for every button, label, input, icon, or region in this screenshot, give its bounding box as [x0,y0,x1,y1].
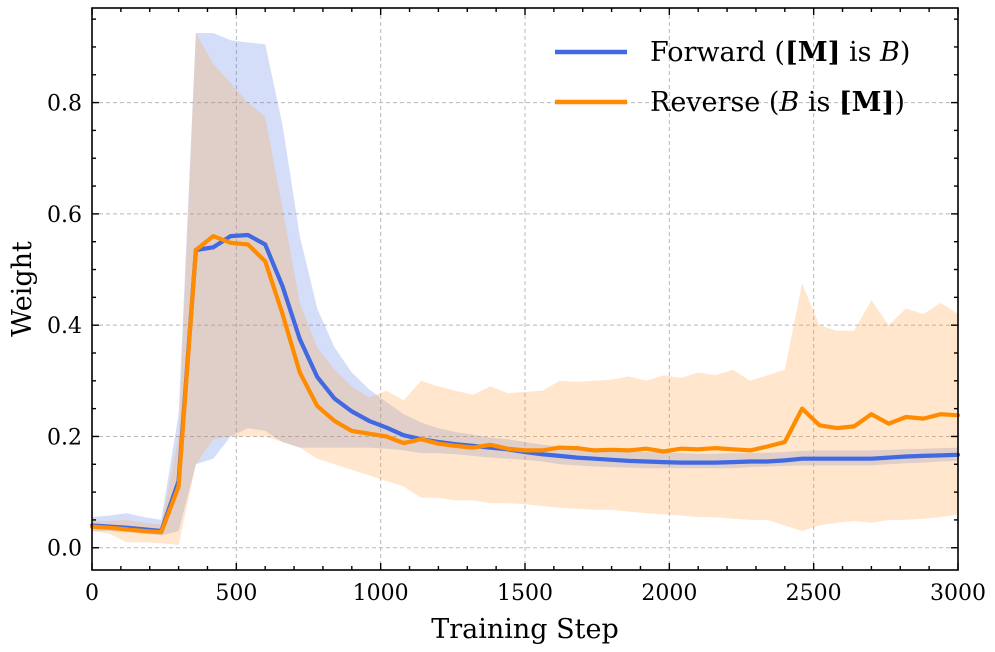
reverse-legend-label: Reverse (B is [M]) [650,87,905,118]
reverse-legend-prefix: Reverse ( [650,87,779,118]
x-axis-label: Training Step [431,614,619,645]
reverse-legend-mid: is [799,87,839,118]
grid [92,8,958,570]
y-tick-label: 0.8 [47,92,82,117]
forward-band [92,33,958,536]
forward-legend-label: Forward ([M] is B) [650,37,910,68]
y-tick-label: 0.2 [47,425,82,450]
forward-legend-bold: [M] [785,37,840,68]
x-tick-label: 0 [85,581,99,606]
y-axis-label: Weight [7,241,38,337]
y-tick-label: 0.6 [47,203,82,228]
reverse-legend-suffix: ) [894,87,905,118]
forward-legend-italic: B [879,37,900,68]
forward-legend-prefix: Forward ( [650,37,785,68]
x-tick-label: 2500 [786,581,842,606]
y-tick-labels: 0.0 0.2 0.4 0.6 0.8 [47,92,82,562]
legend: Forward ([M] is B)Reverse (B is [M]) [555,37,910,118]
x-tick-label: 3000 [930,581,986,606]
series-lines [89,232,961,535]
reverse-legend-bold: [M] [839,87,894,118]
reverse-line [89,234,961,535]
reverse-band [92,33,958,545]
y-tick-label: 0.0 [47,537,82,562]
forward-legend-suffix: ) [900,37,911,68]
x-tick-label: 500 [215,581,257,606]
axis-ticks [91,8,959,570]
y-tick-label: 0.4 [47,314,82,339]
confidence-bands [92,33,958,545]
x-tick-label: 1000 [353,581,409,606]
x-tick-label: 1500 [497,581,553,606]
forward-legend-mid: is [840,37,880,68]
x-tick-label: 2000 [641,581,697,606]
reverse-legend-italic: B [778,87,799,118]
x-tick-labels: 0 500 1000 1500 2000 2500 3000 [85,581,986,606]
